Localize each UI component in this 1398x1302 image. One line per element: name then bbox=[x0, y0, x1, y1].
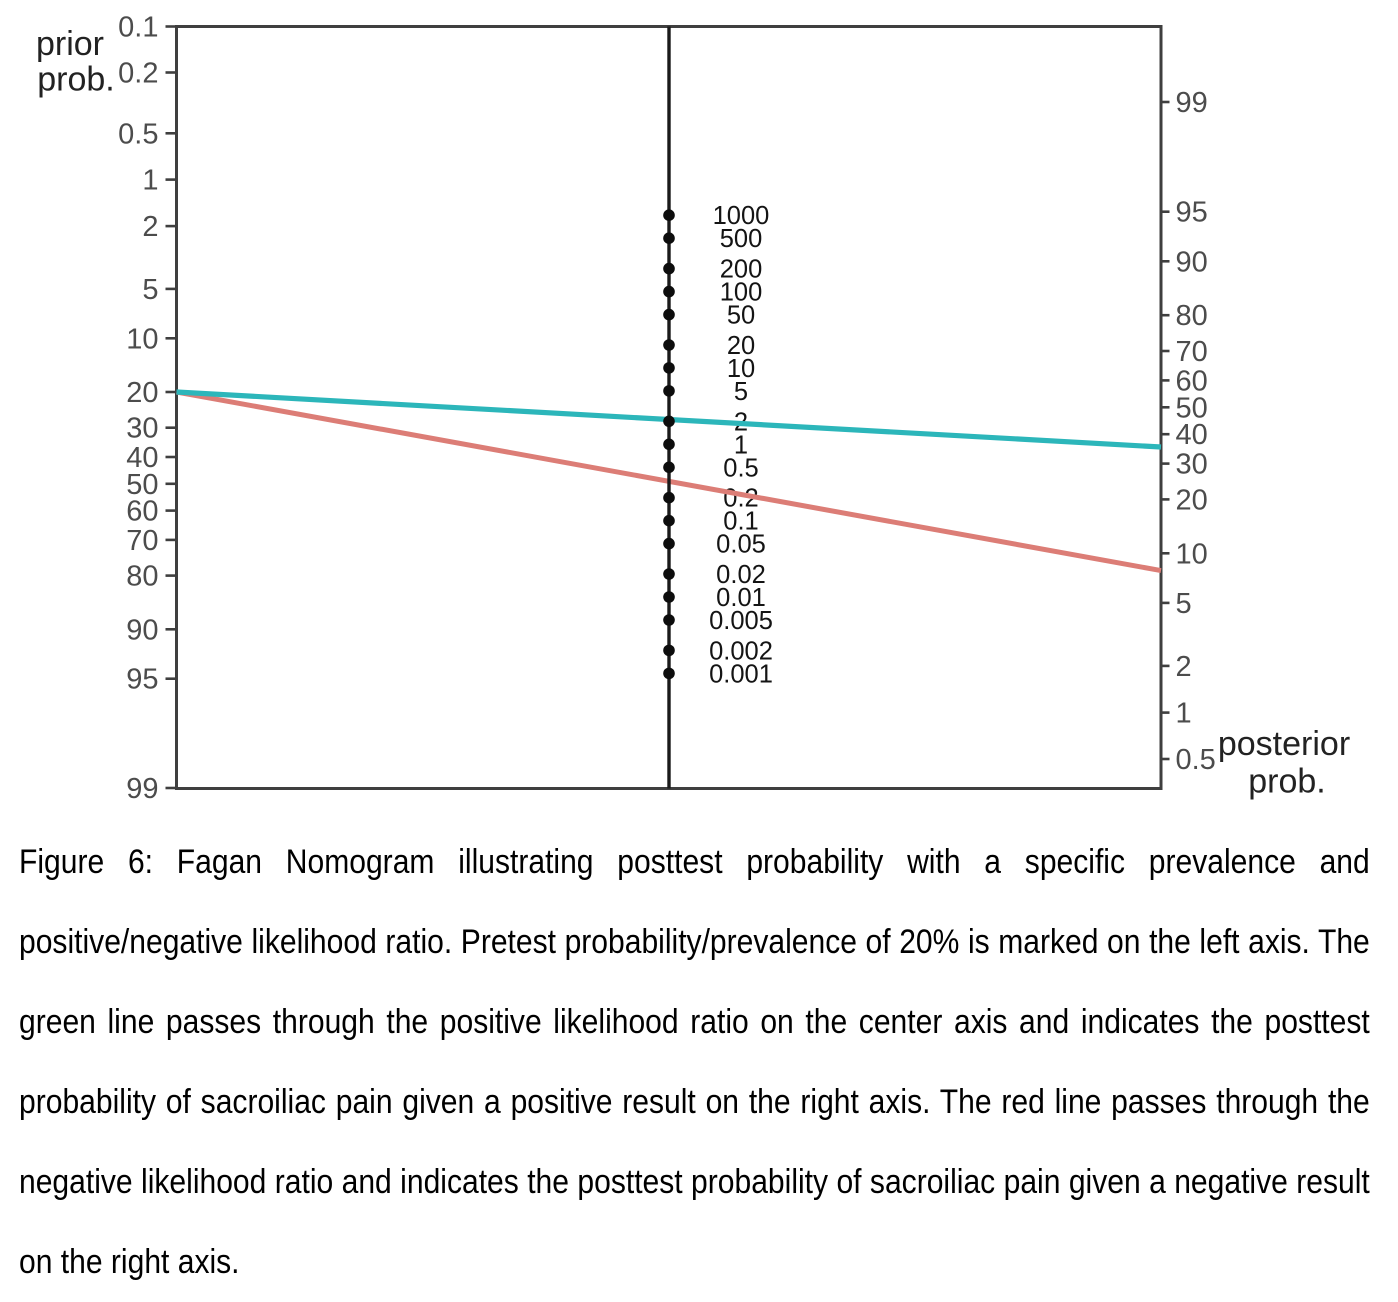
svg-text:100: 100 bbox=[720, 279, 763, 307]
svg-text:95: 95 bbox=[1176, 197, 1208, 229]
svg-text:60: 60 bbox=[126, 496, 158, 528]
svg-text:0.02: 0.02 bbox=[716, 561, 766, 589]
svg-text:10: 10 bbox=[126, 323, 158, 355]
svg-text:1: 1 bbox=[734, 431, 748, 459]
svg-text:30: 30 bbox=[126, 413, 158, 445]
svg-text:95: 95 bbox=[126, 664, 158, 696]
svg-text:0.001: 0.001 bbox=[709, 660, 773, 688]
svg-text:0.2: 0.2 bbox=[118, 58, 158, 90]
svg-text:70: 70 bbox=[126, 525, 158, 557]
svg-text:prior: prior bbox=[36, 25, 104, 63]
svg-text:prob.: prob. bbox=[1248, 763, 1326, 801]
svg-text:70: 70 bbox=[1176, 336, 1208, 368]
svg-text:40: 40 bbox=[126, 442, 158, 474]
svg-text:1: 1 bbox=[1176, 698, 1192, 730]
svg-text:5: 5 bbox=[1176, 588, 1192, 620]
svg-text:20: 20 bbox=[727, 332, 755, 360]
svg-text:500: 500 bbox=[720, 225, 763, 253]
svg-text:20: 20 bbox=[1176, 484, 1208, 516]
svg-text:30: 30 bbox=[1176, 449, 1208, 481]
svg-text:1000: 1000 bbox=[713, 202, 770, 230]
svg-text:0.05: 0.05 bbox=[716, 531, 766, 559]
svg-text:0.1: 0.1 bbox=[723, 508, 758, 536]
svg-text:0.5: 0.5 bbox=[118, 118, 158, 150]
svg-text:prob.: prob. bbox=[37, 61, 115, 99]
svg-text:80: 80 bbox=[1176, 300, 1208, 332]
svg-text:2: 2 bbox=[142, 211, 158, 243]
svg-text:0.1: 0.1 bbox=[118, 12, 158, 44]
svg-text:0.005: 0.005 bbox=[709, 607, 773, 635]
svg-text:50: 50 bbox=[727, 302, 755, 330]
svg-text:2: 2 bbox=[1176, 651, 1192, 683]
svg-text:0.01: 0.01 bbox=[716, 584, 766, 612]
svg-text:99: 99 bbox=[1176, 87, 1208, 119]
svg-text:posterior: posterior bbox=[1218, 725, 1350, 763]
svg-text:10: 10 bbox=[1176, 538, 1208, 570]
svg-text:5: 5 bbox=[734, 378, 748, 406]
svg-text:50: 50 bbox=[1176, 392, 1208, 424]
svg-text:40: 40 bbox=[1176, 419, 1208, 451]
svg-text:20: 20 bbox=[126, 377, 158, 409]
svg-text:0.5: 0.5 bbox=[723, 454, 758, 482]
svg-text:0.002: 0.002 bbox=[709, 637, 773, 665]
svg-text:80: 80 bbox=[126, 561, 158, 593]
svg-text:5: 5 bbox=[142, 274, 158, 306]
svg-text:1: 1 bbox=[142, 165, 158, 197]
svg-text:0.5: 0.5 bbox=[1176, 744, 1216, 776]
svg-text:60: 60 bbox=[1176, 365, 1208, 397]
svg-text:99: 99 bbox=[126, 773, 158, 805]
svg-text:200: 200 bbox=[720, 256, 763, 284]
svg-text:90: 90 bbox=[1176, 246, 1208, 278]
svg-text:10: 10 bbox=[727, 355, 755, 383]
svg-text:90: 90 bbox=[126, 614, 158, 646]
svg-text:50: 50 bbox=[126, 469, 158, 501]
